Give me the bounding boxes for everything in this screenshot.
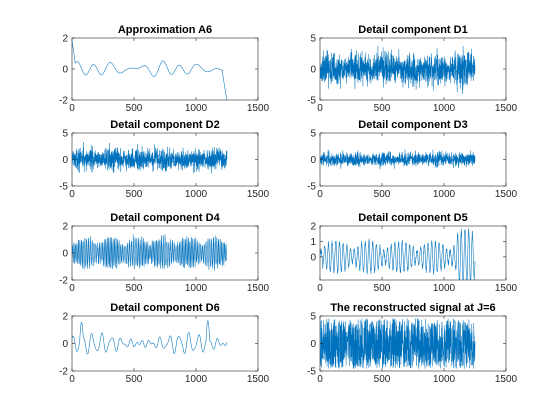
x-tick-label: 1000 bbox=[185, 374, 208, 385]
x-tick-label: 1500 bbox=[495, 283, 518, 294]
x-tick-label: 1500 bbox=[247, 283, 270, 294]
x-tick-label: 0 bbox=[69, 374, 75, 385]
y-tick-label: 0 bbox=[310, 65, 316, 76]
series-line bbox=[320, 318, 476, 369]
y-tick-label: -5 bbox=[307, 182, 316, 193]
subplot-title: Detail component D6 bbox=[110, 302, 219, 314]
y-tick-label: 1 bbox=[310, 237, 316, 248]
y-tick-label: 0 bbox=[310, 252, 316, 263]
y-tick-label: 0 bbox=[62, 249, 68, 260]
y-tick-label: 2 bbox=[62, 312, 68, 323]
y-tick-label: 5 bbox=[310, 34, 316, 45]
x-tick-label: 1500 bbox=[247, 103, 270, 114]
subplot-title: Detail component D3 bbox=[358, 119, 467, 131]
x-tick-label: 1500 bbox=[495, 189, 518, 200]
series-line bbox=[72, 142, 228, 174]
x-tick-label: 1000 bbox=[433, 103, 456, 114]
y-tick-label: 2 bbox=[62, 222, 68, 233]
y-tick-label: 2 bbox=[62, 34, 68, 45]
y-tick-label: 5 bbox=[310, 129, 316, 140]
x-tick-label: 1500 bbox=[495, 103, 518, 114]
y-tick-label: 0 bbox=[62, 155, 68, 166]
x-tick-label: 500 bbox=[126, 103, 143, 114]
y-tick-label: -5 bbox=[59, 182, 68, 193]
x-tick-label: 1000 bbox=[185, 189, 208, 200]
series-line bbox=[320, 228, 476, 280]
x-tick-label: 1000 bbox=[433, 283, 456, 294]
subplot-title: Detail component D2 bbox=[110, 119, 219, 131]
subplot-title: Detail component D5 bbox=[358, 212, 467, 224]
x-tick-label: 500 bbox=[374, 189, 391, 200]
y-tick-label: 5 bbox=[62, 129, 68, 140]
x-tick-label: 500 bbox=[374, 283, 391, 294]
y-tick-label: 0 bbox=[62, 339, 68, 350]
x-tick-label: 500 bbox=[126, 283, 143, 294]
x-tick-label: 0 bbox=[317, 189, 323, 200]
y-tick-label: -2 bbox=[59, 367, 68, 378]
y-tick-label: -5 bbox=[307, 367, 316, 378]
y-tick-label: 0 bbox=[62, 65, 68, 76]
subplot-title: Detail component D1 bbox=[358, 24, 467, 36]
y-tick-label: 2 bbox=[310, 222, 316, 233]
axes-box bbox=[71, 315, 259, 372]
y-tick-label: -5 bbox=[307, 96, 316, 107]
series-line bbox=[72, 320, 228, 355]
x-tick-label: 0 bbox=[69, 189, 75, 200]
x-tick-label: 500 bbox=[126, 374, 143, 385]
series-line bbox=[320, 45, 476, 94]
subplot-title: The reconstructed signal at J=6 bbox=[330, 302, 495, 314]
y-tick-label: 0 bbox=[310, 155, 316, 166]
x-tick-label: 500 bbox=[374, 103, 391, 114]
subplot-title: Approximation A6 bbox=[118, 24, 212, 36]
y-tick-label: 0 bbox=[310, 339, 316, 350]
x-tick-label: 1500 bbox=[247, 374, 270, 385]
x-tick-label: 1500 bbox=[495, 374, 518, 385]
x-tick-label: 1500 bbox=[247, 189, 270, 200]
x-tick-label: 0 bbox=[317, 103, 323, 114]
x-tick-label: 0 bbox=[69, 103, 75, 114]
y-tick-label: 5 bbox=[310, 312, 316, 323]
y-tick-label: -2 bbox=[59, 276, 68, 287]
x-tick-label: 1000 bbox=[185, 283, 208, 294]
x-tick-label: 1000 bbox=[185, 103, 208, 114]
subplot-title: Detail component D4 bbox=[110, 212, 220, 224]
y-tick-label: -2 bbox=[59, 96, 68, 107]
x-tick-label: 1000 bbox=[433, 189, 456, 200]
series-line bbox=[72, 41, 228, 100]
series-line bbox=[72, 234, 228, 271]
x-tick-label: 500 bbox=[374, 374, 391, 385]
x-tick-label: 0 bbox=[317, 283, 323, 294]
x-tick-label: 1000 bbox=[433, 374, 456, 385]
axes-box bbox=[71, 37, 259, 101]
series-line bbox=[320, 149, 476, 170]
x-tick-label: 500 bbox=[126, 189, 143, 200]
x-tick-label: 0 bbox=[69, 283, 75, 294]
subplot-6: 0 500 1000 1500 0 1 2 Detail component D5 bbox=[310, 212, 517, 294]
x-tick-label: 0 bbox=[317, 374, 323, 385]
